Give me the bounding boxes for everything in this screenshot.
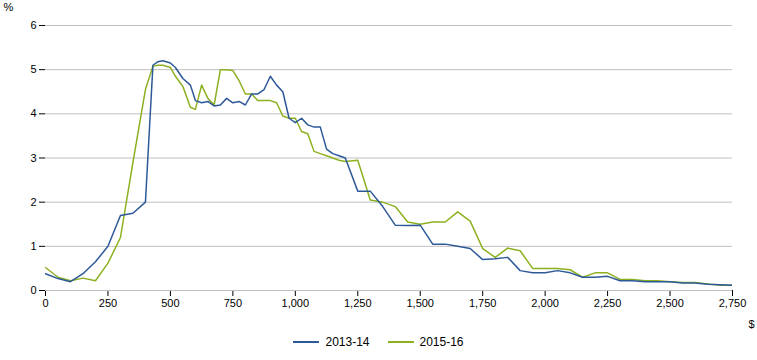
svg-text:6: 6 [30, 19, 36, 31]
svg-text:750: 750 [224, 297, 242, 309]
svg-text:2,250: 2,250 [594, 297, 622, 309]
svg-text:2,000: 2,000 [531, 297, 559, 309]
svg-text:4: 4 [30, 107, 36, 119]
svg-text:250: 250 [99, 297, 117, 309]
svg-text:0: 0 [42, 297, 48, 309]
svg-text:1,750: 1,750 [469, 297, 497, 309]
svg-text:1: 1 [30, 240, 36, 252]
svg-text:500: 500 [161, 297, 179, 309]
svg-text:5: 5 [30, 63, 36, 75]
svg-text:3: 3 [30, 152, 36, 164]
svg-text:$: $ [748, 318, 754, 330]
svg-text:2,500: 2,500 [656, 297, 684, 309]
svg-text:1,250: 1,250 [344, 297, 372, 309]
svg-text:1,000: 1,000 [282, 297, 310, 309]
html-text:2015-16: 2015-16 [419, 335, 464, 349]
html-text:2013-14: 2013-14 [325, 335, 370, 349]
svg-text:%: % [4, 1, 14, 13]
svg-text:2: 2 [30, 196, 36, 208]
svg-text:2,750: 2,750 [719, 297, 747, 309]
svg-text:1,500: 1,500 [406, 297, 434, 309]
svg-text:0: 0 [30, 284, 36, 296]
